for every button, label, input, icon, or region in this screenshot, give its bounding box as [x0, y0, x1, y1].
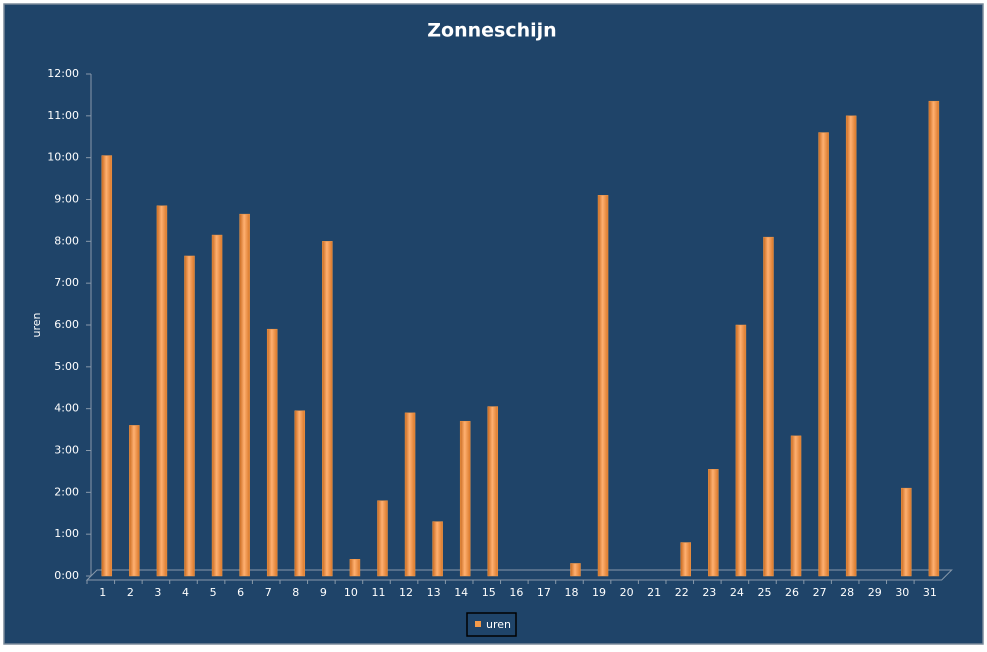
bar — [184, 255, 195, 577]
y-tick-label: 2:00 — [54, 485, 79, 498]
legend: uren — [466, 612, 517, 637]
bar — [845, 115, 857, 577]
y-tick-label: 0:00 — [54, 569, 79, 582]
x-tick-label: 11 — [371, 586, 385, 599]
x-tick-label: 30 — [895, 586, 909, 599]
x-tick-label: 28 — [840, 586, 854, 599]
chart-title: Zonneschijn — [427, 20, 556, 42]
x-tick-label: 24 — [730, 586, 744, 599]
y-tick-label: 1:00 — [54, 527, 79, 540]
x-tick-label: 25 — [757, 586, 771, 599]
x-tick-label: 29 — [868, 586, 882, 599]
legend-label: uren — [486, 618, 511, 631]
x-tick-label: 26 — [785, 586, 799, 599]
x-tick-label: 27 — [813, 586, 827, 599]
y-tick-label: 6:00 — [54, 318, 79, 331]
bar — [211, 234, 223, 577]
x-tick-label: 8 — [292, 586, 299, 599]
bar — [763, 236, 774, 577]
bar — [901, 487, 912, 577]
x-tick-label: 9 — [320, 586, 327, 599]
x-tick-label: 4 — [182, 586, 189, 599]
bar — [266, 328, 278, 577]
x-tick-label: 2 — [127, 586, 134, 599]
y-tick-label: 12:00 — [47, 67, 79, 80]
bar — [404, 412, 416, 577]
y-tick-label: 7:00 — [54, 276, 79, 289]
bar — [156, 205, 168, 577]
bar — [735, 324, 747, 577]
x-tick-label: 20 — [620, 586, 634, 599]
bar — [129, 425, 140, 577]
x-tick-label: 6 — [237, 586, 244, 599]
y-tick-label: 8:00 — [54, 234, 79, 247]
x-tick-label: 31 — [923, 586, 937, 599]
y-tick-label: 3:00 — [54, 444, 79, 457]
bar — [101, 155, 113, 577]
bar — [294, 410, 306, 577]
bar — [928, 100, 940, 577]
y-tick-label: 9:00 — [54, 193, 79, 206]
x-tick-label: 18 — [564, 586, 578, 599]
x-tick-label: 15 — [482, 586, 496, 599]
bar — [818, 132, 829, 577]
floor — [85, 569, 953, 581]
y-tick-label: 5:00 — [54, 360, 79, 373]
bar — [597, 195, 609, 577]
x-tick-label: 13 — [427, 586, 441, 599]
x-tick-label: 23 — [702, 586, 716, 599]
bar — [708, 469, 719, 577]
x-tick-label: 10 — [344, 586, 358, 599]
y-tick-label: 4:00 — [54, 402, 79, 415]
x-tick-label: 14 — [454, 586, 468, 599]
bar — [487, 406, 499, 577]
x-tick-label: 16 — [509, 586, 523, 599]
legend-swatch — [475, 621, 481, 627]
bar — [349, 559, 361, 577]
bar — [680, 542, 692, 577]
bar — [459, 420, 471, 577]
legend-box — [466, 612, 517, 637]
y-axis-label: uren — [30, 312, 43, 337]
x-tick-label: 22 — [675, 586, 689, 599]
x-tick-label: 19 — [592, 586, 606, 599]
bar — [239, 213, 250, 577]
bar — [790, 435, 802, 577]
bar — [432, 521, 443, 577]
y-tick-label: 10:00 — [47, 151, 79, 164]
bar — [377, 500, 388, 577]
x-tick-label: 3 — [154, 586, 161, 599]
x-tick-label: 17 — [537, 586, 551, 599]
x-tick-label: 7 — [265, 586, 272, 599]
y-tick-label: 11:00 — [47, 109, 79, 122]
x-tick-label: 5 — [210, 586, 217, 599]
bar — [570, 563, 581, 577]
x-tick-label: 21 — [647, 586, 661, 599]
bar — [322, 241, 333, 577]
x-tick-label: 1 — [99, 586, 106, 599]
x-tick-label: 12 — [399, 586, 413, 599]
